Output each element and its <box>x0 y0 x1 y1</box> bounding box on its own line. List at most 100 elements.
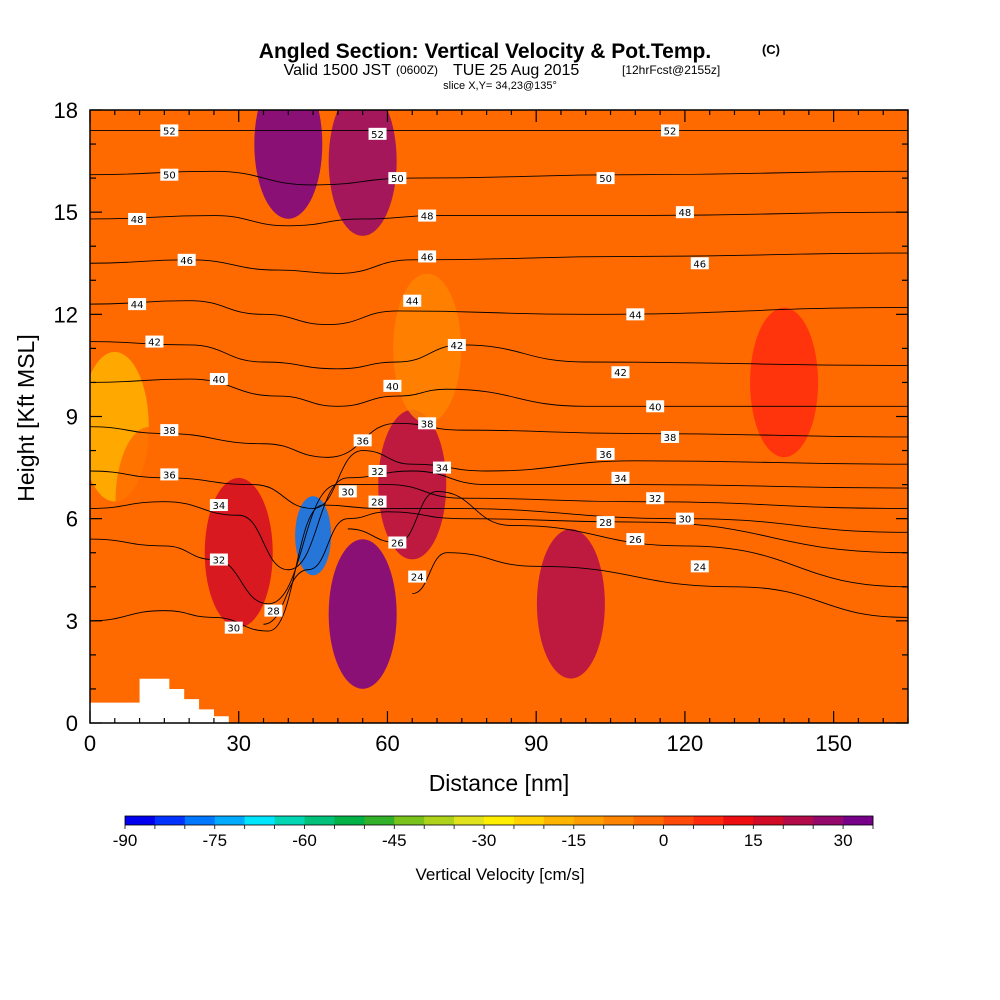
contour-label: 26 <box>388 537 406 550</box>
contour-label-text: 24 <box>411 573 424 584</box>
contour-label: 28 <box>369 496 387 509</box>
colorbar-title: Vertical Velocity [cm/s] <box>415 865 584 884</box>
contour-label-text: 30 <box>341 487 354 498</box>
contour-label: 34 <box>611 472 629 485</box>
y-tick-label: 9 <box>66 405 78 430</box>
colorbar-swatch <box>544 816 574 825</box>
contour-label: 48 <box>676 206 694 219</box>
x-tick-label: 60 <box>375 731 399 756</box>
colorbar-tick-label: 15 <box>744 831 763 850</box>
contour-label: 38 <box>661 431 679 444</box>
colorbar-swatch <box>275 816 305 825</box>
colorbar-swatch <box>723 816 753 825</box>
valid-time-z: (0600Z) <box>396 63 438 77</box>
contour-label-text: 40 <box>386 382 399 393</box>
contour-label: 52 <box>661 124 679 137</box>
contour-label-text: 50 <box>391 174 404 185</box>
x-axis-title: Distance [nm] <box>429 770 570 796</box>
y-tick-label: 3 <box>66 609 78 634</box>
contour-label: 36 <box>160 468 178 481</box>
contour-label: 50 <box>160 169 178 182</box>
colorbar-swatch <box>484 816 514 825</box>
contour-label-text: 48 <box>421 212 434 223</box>
contour-label-text: 50 <box>599 174 612 185</box>
contour-label-text: 26 <box>629 535 642 546</box>
velocity-cell <box>329 86 397 236</box>
chart-title-suffix: (C) <box>762 42 780 57</box>
x-tick-label: 150 <box>815 731 852 756</box>
contour-label-text: 34 <box>436 464 449 475</box>
contour-label-text: 24 <box>693 562 706 573</box>
contour-label-text: 46 <box>693 259 706 270</box>
contour-label-text: 36 <box>599 450 612 461</box>
contour-label-text: 32 <box>371 467 384 478</box>
contour-label-text: 44 <box>406 297 419 308</box>
contour-label: 28 <box>264 605 282 618</box>
contour-label-text: 50 <box>163 171 176 182</box>
colorbar-swatch <box>394 816 424 825</box>
x-tick-label: 30 <box>226 731 250 756</box>
y-tick-label: 0 <box>66 711 78 736</box>
x-tick-label: 90 <box>524 731 548 756</box>
contour-label-text: 28 <box>371 498 384 509</box>
contour-label-text: 44 <box>131 300 144 311</box>
contour-label-text: 42 <box>614 368 627 379</box>
valid-time-main: Valid 1500 JST <box>284 62 392 79</box>
colorbar-swatch <box>305 816 335 825</box>
colorbar-swatch <box>155 816 185 825</box>
contour-label-text: 42 <box>450 341 463 352</box>
colorbar-swatch <box>125 816 155 825</box>
contour-label: 30 <box>339 485 357 498</box>
colorbar-swatch <box>424 816 454 825</box>
contour-label: 38 <box>160 424 178 437</box>
colorbar-swatch <box>334 816 364 825</box>
slice-info: slice X,Y= 34,23@135° <box>443 80 557 92</box>
colorbar-swatch <box>245 816 275 825</box>
colorbar-swatch <box>634 816 664 825</box>
colorbar-swatch <box>454 816 484 825</box>
colorbar-tick-label: -90 <box>113 831 138 850</box>
chart-title: Angled Section: Vertical Velocity & Pot.… <box>259 40 711 63</box>
colorbar-tick-label: 30 <box>834 831 853 850</box>
colorbar-swatch <box>604 816 634 825</box>
contour-label-text: 30 <box>227 624 240 635</box>
contour-label: 36 <box>597 448 615 461</box>
contour-label-text: 36 <box>356 436 369 447</box>
x-tick-label: 0 <box>84 731 96 756</box>
contour-label: 42 <box>448 339 466 352</box>
contour-label-text: 40 <box>213 375 226 386</box>
contour-label-text: 38 <box>664 433 677 444</box>
contour-label: 46 <box>691 257 709 270</box>
colorbar-swatch <box>215 816 245 825</box>
contour-label-text: 34 <box>614 474 627 485</box>
contour-label: 30 <box>676 513 694 526</box>
contour-label-text: 42 <box>148 338 161 349</box>
contour-label: 44 <box>626 308 644 321</box>
contour-label: 44 <box>403 295 421 308</box>
contour-label: 38 <box>418 417 436 430</box>
colorbar-tick-label: 0 <box>659 831 668 850</box>
colorbar-swatch <box>664 816 694 825</box>
contour-label: 32 <box>646 492 664 505</box>
contour-label: 42 <box>611 366 629 379</box>
y-tick-label: 12 <box>54 302 78 327</box>
contour-label-text: 52 <box>371 130 384 141</box>
contour-label-text: 26 <box>391 539 404 550</box>
y-tick-label: 6 <box>66 507 78 532</box>
contour-label-text: 28 <box>599 518 612 529</box>
contour-label-text: 46 <box>421 252 434 263</box>
contour-label-text: 28 <box>267 607 280 618</box>
contour-label-text: 36 <box>163 470 176 481</box>
contour-label: 32 <box>369 465 387 478</box>
valid-date: TUE 25 Aug 2015 <box>453 62 579 79</box>
colorbar: -90 -75 -60 -45 -30 -15 0 15 30 <box>113 816 874 850</box>
contour-label: 50 <box>597 172 615 185</box>
contour-label: 24 <box>691 560 709 573</box>
colorbar-tick-label: -60 <box>292 831 317 850</box>
colorbar-tick-label: -45 <box>382 831 407 850</box>
contour-label-text: 38 <box>421 419 434 430</box>
contour-label: 34 <box>433 462 451 475</box>
colorbar-swatch <box>185 816 215 825</box>
contour-label-text: 48 <box>131 215 144 226</box>
